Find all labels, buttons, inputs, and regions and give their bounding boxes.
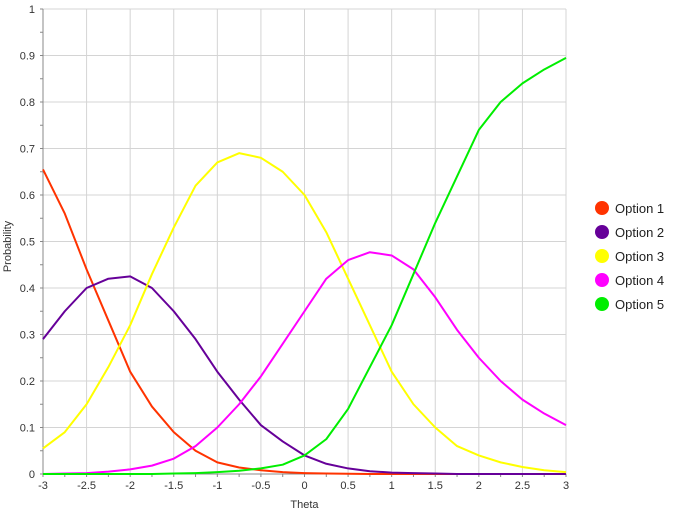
- legend-label: Option 1: [615, 201, 664, 216]
- x-axis-title: Theta: [290, 499, 319, 511]
- legend-swatch: [595, 273, 609, 287]
- x-tick-label: -0.5: [251, 480, 270, 492]
- legend-item-option-2[interactable]: Option 2: [595, 225, 664, 240]
- legend-item-option-5[interactable]: Option 5: [595, 297, 664, 312]
- legend-swatch: [595, 297, 609, 311]
- y-tick-label: 0.1: [20, 423, 35, 435]
- y-tick-label: 1: [29, 4, 35, 16]
- y-axis-title: Probability: [2, 220, 14, 272]
- x-tick-label: -3: [38, 480, 48, 492]
- series-lines: [42, 56, 567, 475]
- y-tick-label: 0.3: [20, 330, 35, 342]
- x-tick-label: 0: [301, 480, 307, 492]
- series-line-option-4: [42, 251, 567, 475]
- series-line-option-3: [42, 152, 567, 474]
- x-tick-label: -2: [125, 480, 135, 492]
- legend-item-option-3[interactable]: Option 3: [595, 249, 664, 264]
- legend-swatch: [595, 249, 609, 263]
- legend-label: Option 5: [615, 297, 664, 312]
- legend-label: Option 3: [615, 249, 664, 264]
- x-tick-label: -1.5: [164, 480, 183, 492]
- y-tick-label: 0.6: [20, 190, 35, 202]
- y-tick-label: 0.5: [20, 237, 35, 249]
- legend-swatch: [595, 201, 609, 215]
- y-tick-label: 0.9: [20, 51, 35, 63]
- y-tick-label: 0.4: [20, 283, 35, 295]
- legend-swatch: [595, 225, 609, 239]
- x-tick-label: 0.5: [340, 480, 355, 492]
- legend-item-option-1[interactable]: Option 1: [595, 201, 664, 216]
- y-tick-label: 0.2: [20, 376, 35, 388]
- x-tick-label: -2.5: [77, 480, 96, 492]
- x-tick-label: 3: [563, 480, 569, 492]
- series-line-option-5: [43, 56, 567, 475]
- legend-item-option-4[interactable]: Option 4: [595, 273, 664, 288]
- legend[interactable]: Option 1 Option 2 Option 3 Option 4 Option 5: [595, 201, 664, 312]
- legend-label: Option 4: [615, 273, 664, 288]
- grid: [42, 8, 567, 475]
- x-tick-label: 2: [476, 480, 482, 492]
- x-tick-label: 1.5: [428, 480, 443, 492]
- x-tick-label: 2.5: [515, 480, 530, 492]
- y-tick-label: 0: [29, 469, 35, 481]
- x-tick-label: -1: [212, 480, 222, 492]
- y-tick-label: 0.7: [20, 144, 35, 156]
- x-tick-label: 1: [389, 480, 395, 492]
- y-tick-label: 0.8: [20, 97, 35, 109]
- legend-label: Option 2: [615, 225, 664, 240]
